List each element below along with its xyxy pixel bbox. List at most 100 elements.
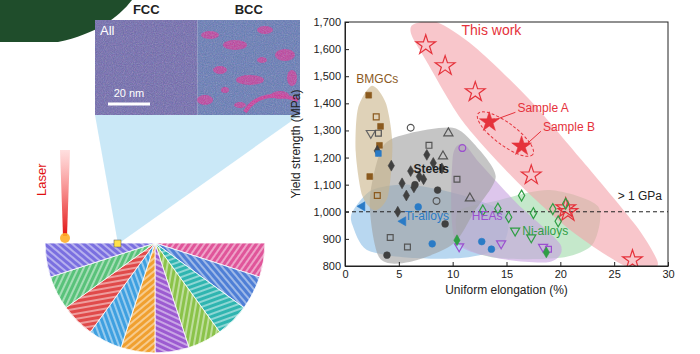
grain xyxy=(155,243,189,353)
annotation: This work xyxy=(461,22,522,38)
tick: 15 xyxy=(501,262,513,280)
tick-label: 25 xyxy=(609,268,621,280)
data-point xyxy=(374,145,380,156)
data-point xyxy=(357,202,365,211)
reference-line xyxy=(345,211,668,212)
axis-line xyxy=(345,23,346,267)
data-point xyxy=(374,193,380,199)
data-point xyxy=(465,82,485,101)
data-point xyxy=(438,151,447,159)
data-point xyxy=(429,240,436,247)
data-point xyxy=(518,190,524,201)
zoom-beam xyxy=(95,115,300,244)
data-point xyxy=(378,123,384,129)
tick-mark xyxy=(345,239,349,240)
tick-mark xyxy=(345,266,349,267)
annotation: Sample A xyxy=(517,101,568,115)
data-point xyxy=(511,228,520,236)
micrograph-noise xyxy=(95,20,300,115)
data-point xyxy=(375,130,381,136)
tick-mark xyxy=(614,262,615,266)
tick: 25 xyxy=(609,262,621,280)
region xyxy=(410,22,658,266)
data-point xyxy=(375,151,381,157)
zoom-spot xyxy=(114,240,121,247)
tick-label: 800 xyxy=(323,260,341,272)
tick: 1,500 xyxy=(313,70,349,82)
annotation: Sample B xyxy=(543,120,595,134)
data-point xyxy=(454,235,460,246)
tick-mark xyxy=(345,22,349,23)
micrograph xyxy=(95,20,300,115)
tick-mark xyxy=(345,158,349,159)
tick-label: 1,100 xyxy=(313,179,341,191)
tick-label: 20 xyxy=(555,268,567,280)
figure: FCCBCCAll20 nmLaser0510152025308009001,0… xyxy=(0,0,700,354)
annotation-arrow xyxy=(494,112,515,120)
figure-svg: FCCBCCAll20 nmLaser0510152025308009001,0… xyxy=(0,0,700,354)
phase-label: BCC xyxy=(235,2,264,17)
data-point xyxy=(367,174,373,180)
tick-label: 1,500 xyxy=(313,70,341,82)
data-point xyxy=(459,145,466,152)
data-point xyxy=(388,160,394,171)
data-point xyxy=(444,128,453,136)
tick-label: 10 xyxy=(447,268,459,280)
tick-label: 1,000 xyxy=(313,206,341,218)
data-point xyxy=(454,176,460,182)
dome xyxy=(45,243,265,353)
tick-label: 1,400 xyxy=(313,97,341,109)
annotation: HEAs xyxy=(472,209,503,223)
data-point xyxy=(530,208,536,219)
data-point xyxy=(563,198,569,209)
data-point xyxy=(399,178,405,189)
tick: 1,200 xyxy=(313,152,349,164)
data-point xyxy=(506,212,512,223)
tick-label: 15 xyxy=(501,268,513,280)
tick: 20 xyxy=(555,262,567,280)
tick-mark xyxy=(507,262,508,266)
data-point xyxy=(550,204,556,215)
tick-label: 1,300 xyxy=(313,124,341,136)
tick: 1,000 xyxy=(313,206,349,218)
data-point xyxy=(435,56,455,75)
tick: 1,400 xyxy=(313,97,349,109)
data-point xyxy=(395,206,401,217)
region xyxy=(356,86,393,211)
data-point xyxy=(543,247,549,258)
data-point xyxy=(416,35,436,54)
data-point xyxy=(623,250,643,266)
tick: 5 xyxy=(396,262,402,280)
annotation: BMGCs xyxy=(356,72,398,86)
laser-beam xyxy=(60,150,70,236)
data-point xyxy=(366,131,375,139)
data-point xyxy=(433,198,440,205)
data-point xyxy=(366,92,372,98)
tick-mark xyxy=(345,212,349,213)
tick-label: 1,600 xyxy=(313,43,341,55)
data-point xyxy=(478,238,485,245)
tick-mark xyxy=(453,262,454,266)
laser-label: Laser xyxy=(34,163,49,196)
data-point xyxy=(479,112,499,131)
tick: 1,600 xyxy=(313,43,349,55)
data-point xyxy=(407,124,414,131)
tick-label: 30 xyxy=(662,268,674,280)
plot-frame xyxy=(345,22,668,266)
data-point xyxy=(434,187,441,194)
laser-spot xyxy=(60,233,70,243)
tick-mark xyxy=(345,103,349,104)
annotation-arrow xyxy=(527,131,541,144)
data-point xyxy=(403,190,409,201)
tick-label: 1,200 xyxy=(313,152,341,164)
y-axis: 8009001,0001,1001,2001,3001,4001,5001,60… xyxy=(313,16,349,272)
scale-bar xyxy=(108,103,150,106)
tick: 30 xyxy=(662,262,674,280)
annotation-arrow-head xyxy=(493,119,496,122)
data-point xyxy=(424,149,430,160)
tick-mark xyxy=(399,262,400,266)
tick-mark xyxy=(345,49,349,50)
x-axis: 051015202530 xyxy=(342,262,674,280)
grain xyxy=(45,243,155,277)
annotation: Steels xyxy=(413,162,449,176)
